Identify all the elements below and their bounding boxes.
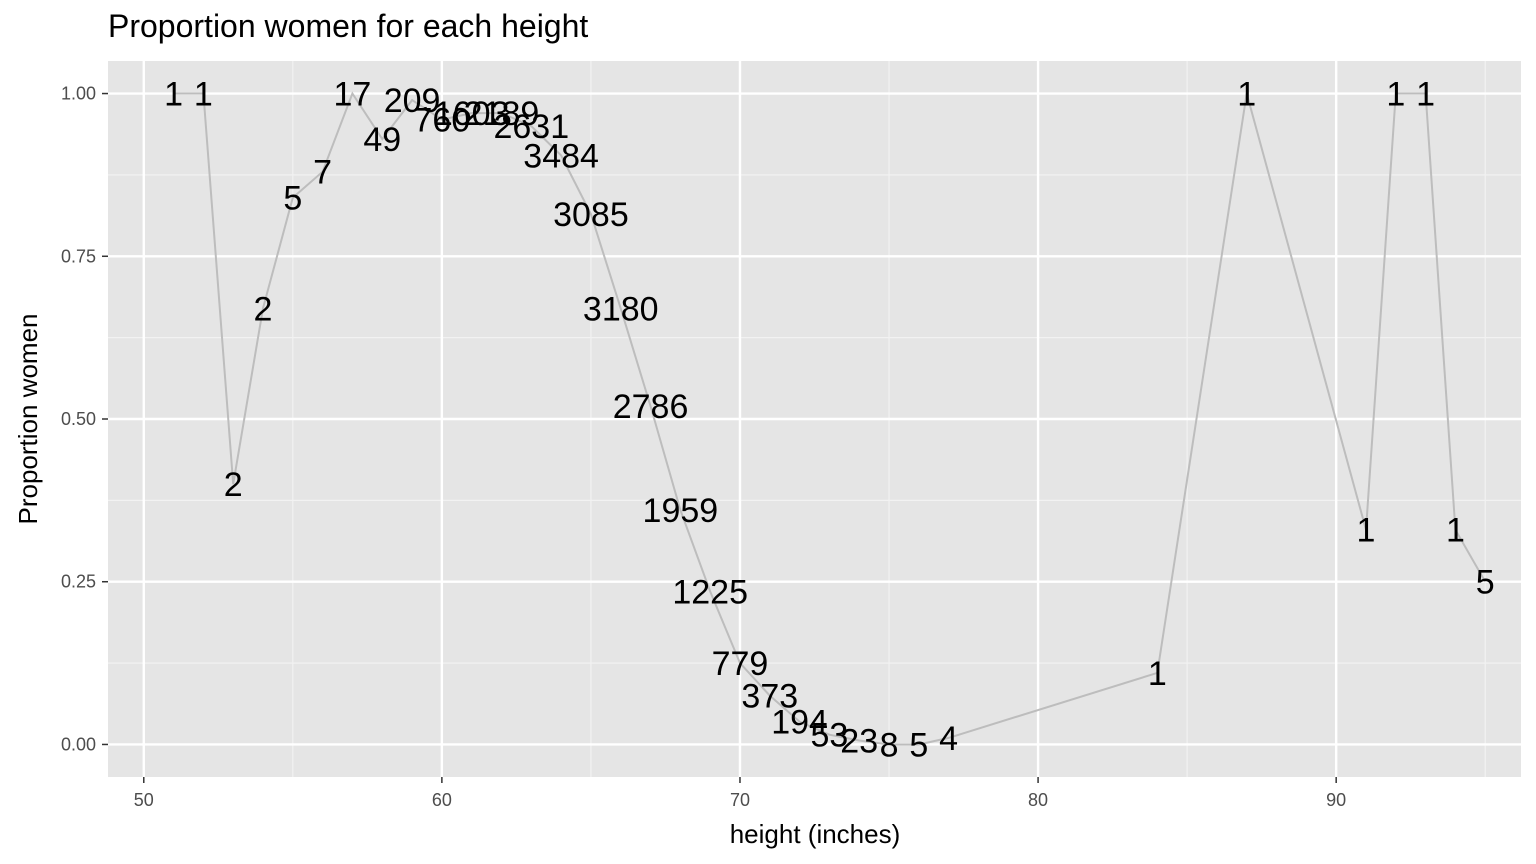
point-label: 8 (880, 726, 899, 764)
y-axis-title: Proportion women (13, 314, 43, 525)
x-tick-label: 90 (1326, 790, 1346, 810)
point-label: 779 (712, 645, 769, 683)
point-label: 1 (1237, 76, 1256, 114)
point-label: 1 (164, 76, 183, 114)
point-label: 1 (1357, 512, 1376, 550)
x-tick-label: 60 (432, 790, 452, 810)
point-label: 1 (1386, 76, 1405, 114)
x-tick-label: 80 (1028, 790, 1048, 810)
point-label: 2 (224, 466, 243, 504)
x-tick-label: 50 (134, 790, 154, 810)
line-layer (173, 91, 1487, 746)
point-label: 1959 (643, 492, 719, 530)
point-label: 194 (771, 704, 828, 742)
point-label: 5 (283, 180, 302, 218)
axes: 50 60 70 80 90 0.00 0.25 0.50 0.75 1.00 (61, 84, 1346, 810)
x-tick-label: 70 (730, 790, 750, 810)
point-label: 1603 (434, 95, 510, 133)
point-label: 1 (194, 76, 213, 114)
point-label: 23 (840, 723, 878, 761)
point-label: 760 (414, 102, 471, 140)
y-tick-label: 1.00 (61, 84, 96, 104)
series-line (173, 91, 1487, 746)
point-label: 17 (334, 76, 372, 114)
point-label: 3484 (523, 137, 599, 175)
point-label: 1225 (672, 573, 748, 611)
point-label: 5 (909, 726, 928, 764)
y-tick-label: 0.50 (61, 409, 96, 429)
y-tick-label: 0.00 (61, 734, 96, 754)
minor-gridlines (108, 61, 1521, 777)
x-axis-title: height (inches) (730, 819, 901, 849)
point-label: 1 (1446, 512, 1465, 550)
point-label: 53 (810, 717, 848, 755)
point-labels: 1 122571749209760160321892631348430853180… (164, 76, 1495, 765)
point-label: 209 (384, 82, 441, 120)
chart-title: Proportion women for each height (108, 8, 589, 44)
point-label: 1 (1416, 76, 1435, 114)
point-label: 3180 (583, 290, 659, 328)
point-label: 49 (363, 121, 401, 159)
point-label: 5 (1476, 564, 1495, 602)
point-label: 1 (1148, 655, 1167, 693)
point-label: 7 (313, 154, 332, 192)
y-tick-label: 0.75 (61, 246, 96, 266)
point-label: 3085 (553, 196, 629, 234)
point-label: 373 (741, 678, 798, 716)
point-label: 2189 (464, 95, 540, 133)
major-gridlines (108, 61, 1521, 777)
point-label: 2631 (493, 108, 569, 146)
y-tick-label: 0.25 (61, 572, 96, 592)
point-label: 2 (254, 290, 273, 328)
point-label: 2786 (613, 388, 689, 426)
point-label: 4 (939, 720, 958, 758)
